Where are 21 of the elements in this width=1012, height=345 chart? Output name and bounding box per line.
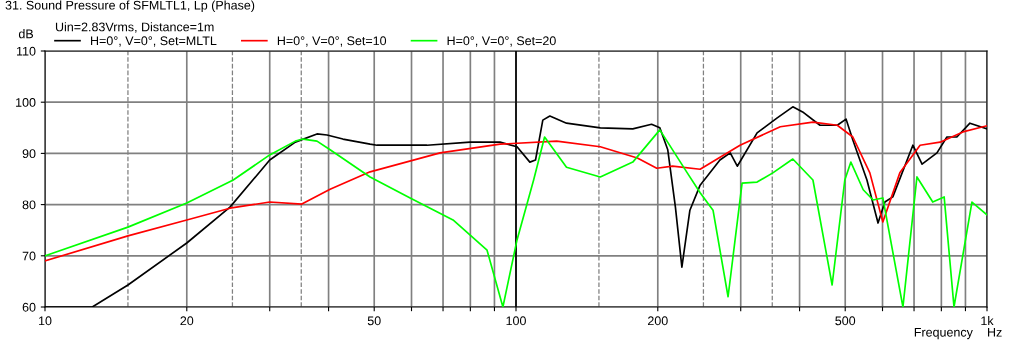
- x-tick-label: 1k: [981, 316, 994, 326]
- legend-label: H=0°, V=0°, Set=MLTL: [91, 36, 217, 47]
- legend-label: H=0°, V=0°, Set=20: [447, 36, 556, 47]
- x-tick-label: 500: [835, 316, 856, 326]
- chart-title: 31. Sound Pressure of SFMLTL1, Lp (Phase): [5, 0, 255, 13]
- y-tick-label: 80: [22, 200, 36, 210]
- x-tick-label: 100: [506, 316, 526, 326]
- x-tick-label: 20: [180, 316, 194, 326]
- chart-subtitle: Uin=2.83Vrms, Distance=1m: [55, 22, 214, 33]
- y-tick-label: 60: [22, 302, 36, 312]
- y-tick-label: 110: [16, 46, 36, 56]
- x-axis-title: Frequency: [914, 327, 973, 340]
- x-tick-label: 200: [647, 316, 668, 326]
- legend-label: H=0°, V=0°, Set=10: [277, 36, 387, 47]
- y-tick-label: 70: [22, 251, 36, 261]
- x-tick-label: 10: [39, 316, 52, 326]
- x-tick-label: 50: [367, 316, 381, 326]
- y-tick-label: 100: [16, 98, 36, 107]
- y-axis-title: dB: [18, 29, 34, 39]
- y-tick-label: 90: [22, 149, 36, 159]
- text: Hz: [988, 327, 1002, 337]
